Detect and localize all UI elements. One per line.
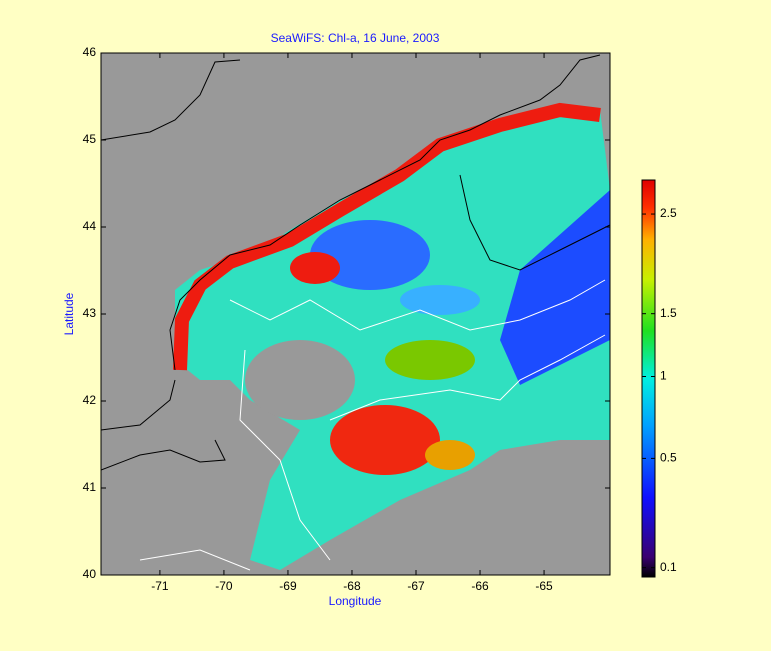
map-title: SeaWiFS: Chl-a, 16 June, 2003 [271, 31, 440, 45]
map-image [101, 53, 610, 575]
colorbar-tick-label: 0.5 [660, 451, 677, 465]
x-tick-label: -70 [215, 579, 233, 593]
x-axis-label: Longitude [329, 594, 382, 608]
y-axis-label: Latitude [62, 292, 76, 335]
x-tick-label: -71 [151, 579, 169, 593]
y-tick-label: 40 [83, 567, 97, 581]
x-tick-label: -67 [407, 579, 425, 593]
y-tick-label: 42 [83, 393, 97, 407]
x-tick-label: -65 [535, 579, 553, 593]
y-tick-label: 46 [83, 45, 97, 59]
y-tick-label: 44 [83, 219, 97, 233]
colorbar-tick-label: 1.5 [660, 306, 677, 320]
y-tick-label: 41 [83, 480, 97, 494]
x-tick-label: -66 [471, 579, 489, 593]
colorbar-tick-label: 1 [660, 369, 667, 383]
x-tick-label: -68 [343, 579, 361, 593]
y-tick-label: 43 [83, 306, 97, 320]
y-tick-label: 45 [83, 132, 97, 146]
colorbar [641, 179, 656, 578]
colorbar-tick-label: 0.1 [660, 560, 677, 574]
colorbar-tick-label: 2.5 [660, 206, 677, 220]
x-tick-label: -69 [279, 579, 297, 593]
